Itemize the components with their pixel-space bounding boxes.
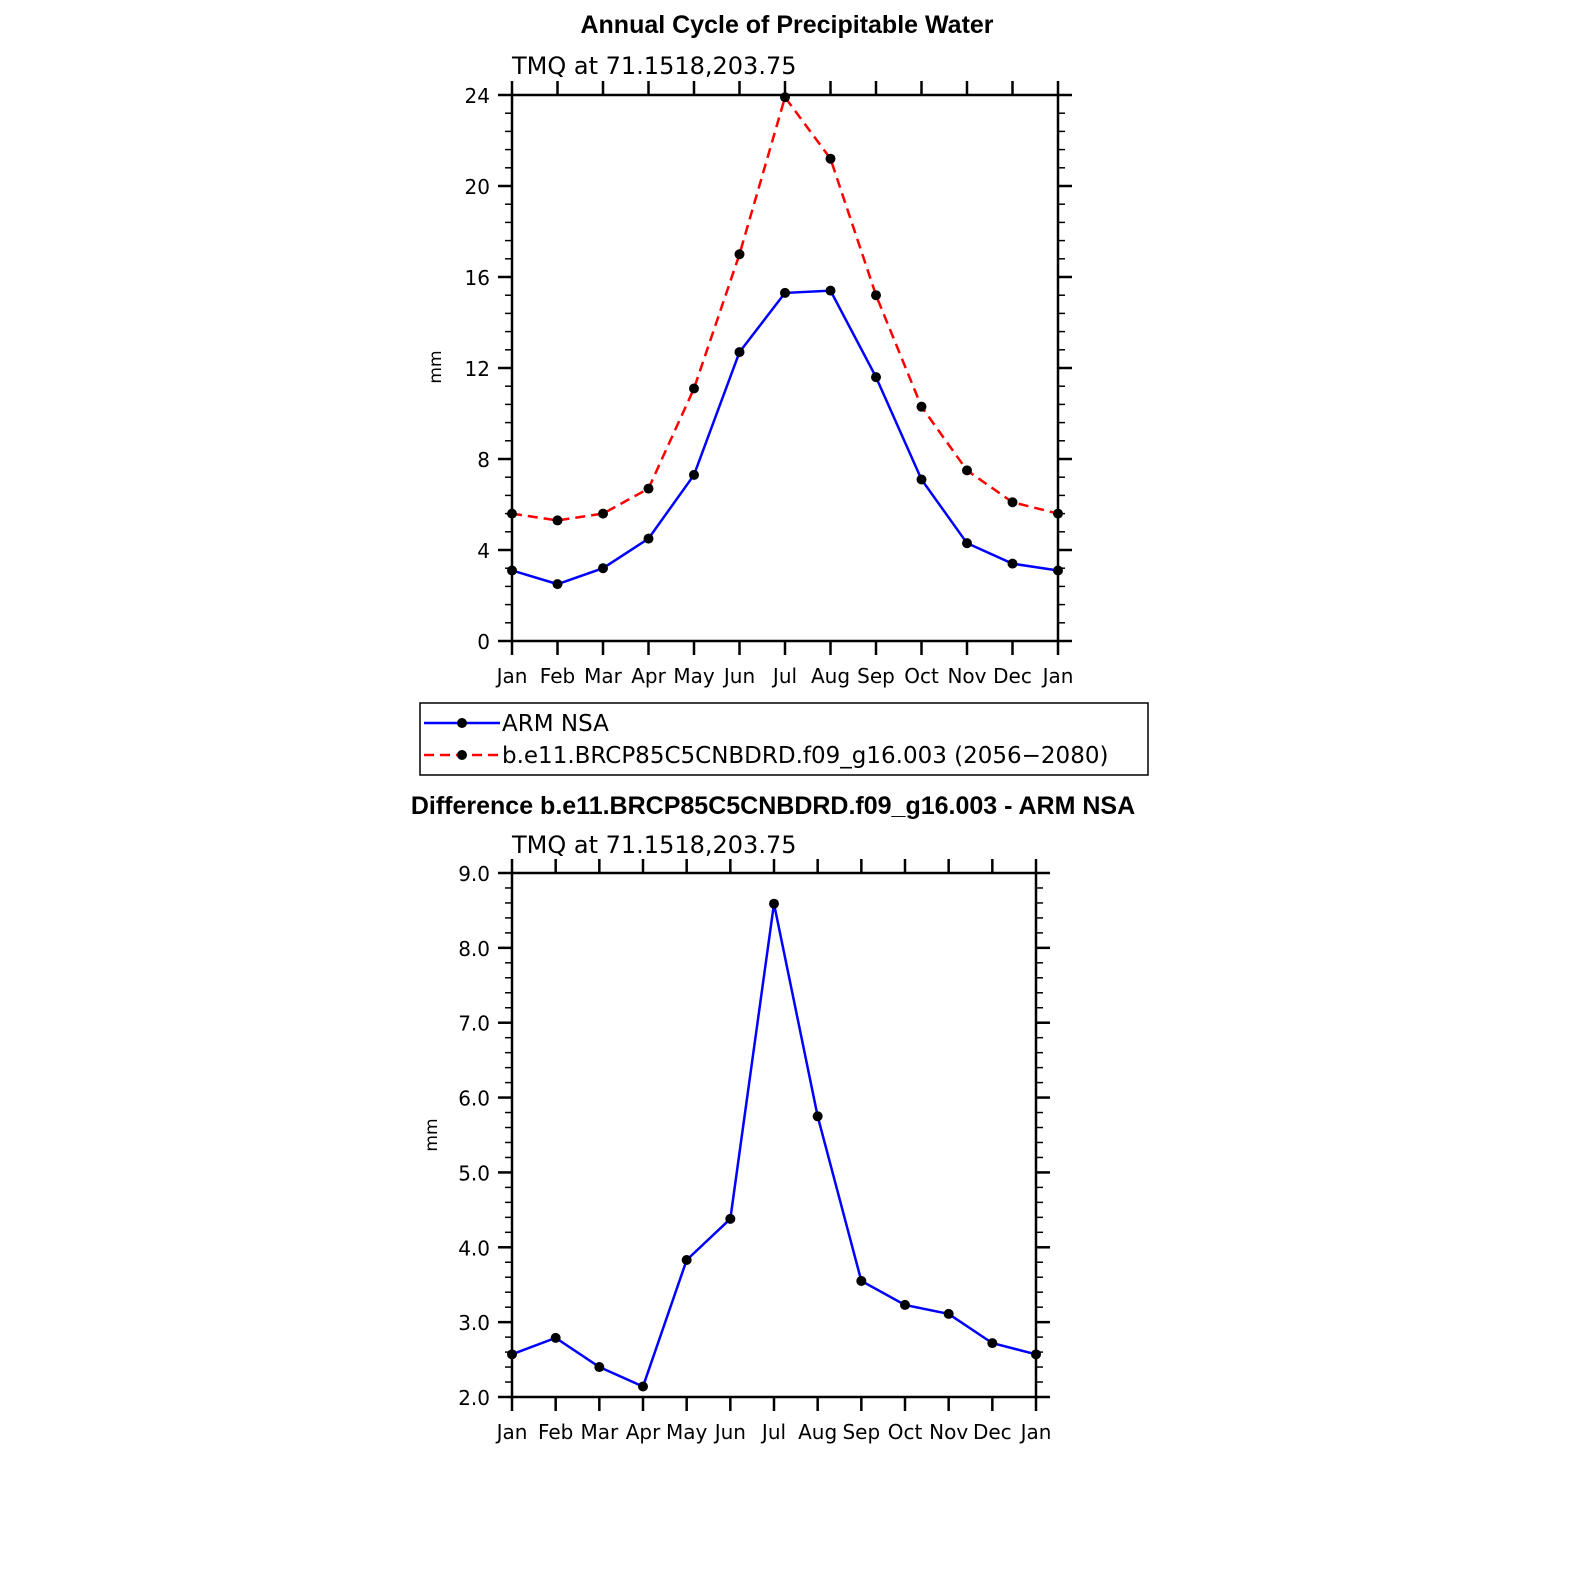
chart1-series-point-0 xyxy=(552,579,563,590)
chart1-title: Annual Cycle of Precipitable Water xyxy=(580,11,993,39)
chart1-ytick-label: 16 xyxy=(465,266,490,290)
chart1-series-point-1 xyxy=(643,483,654,494)
chart1-series-point-0 xyxy=(643,533,654,544)
chart2-series-point-0 xyxy=(900,1299,910,1310)
chart2-ytick-label: 2.0 xyxy=(458,1386,490,1410)
chart1-xtick-label: Feb xyxy=(540,664,575,688)
annual-cycle-chart: Annual Cycle of Precipitable Water TMQ a… xyxy=(426,11,1073,688)
chart2-title: Difference b.e11.BRCP85C5CNBDRD.f09_g16.… xyxy=(411,792,1135,820)
chart2-series-point-0 xyxy=(725,1213,736,1224)
chart2-xtick-label: Dec xyxy=(973,1420,1012,1444)
difference-chart: Difference b.e11.BRCP85C5CNBDRD.f09_g16.… xyxy=(411,792,1135,1444)
legend-marker-arm-nsa xyxy=(457,718,467,728)
chart2-series-point-0 xyxy=(594,1362,605,1373)
chart2-series-point-0 xyxy=(943,1308,954,1319)
chart1-ylabel: mm xyxy=(426,350,446,383)
chart1-series-point-0 xyxy=(780,287,790,298)
chart1-series-point-1 xyxy=(1007,497,1018,508)
chart1-xtick-label: Oct xyxy=(904,664,939,688)
chart1-xtick-label: May xyxy=(673,664,715,688)
chart2-xtick-label: Oct xyxy=(888,1420,923,1444)
chart1-series-point-0 xyxy=(916,474,927,485)
chart2-xtick-label: May xyxy=(666,1420,708,1444)
chart1-ytick-label: 12 xyxy=(465,357,490,381)
chart1-ytick-label: 4 xyxy=(477,539,490,563)
chart2-ytick-label: 9.0 xyxy=(458,862,490,886)
chart2-series-point-0 xyxy=(856,1275,867,1286)
chart2-series-point-0 xyxy=(550,1332,561,1343)
chart2-xtick-label: Sep xyxy=(842,1420,880,1444)
legend: ARM NSA b.e11.BRCP85C5CNBDRD.f09_g16.003… xyxy=(419,702,1149,776)
chart1-series-point-0 xyxy=(734,347,745,358)
chart2-series-point-0 xyxy=(1031,1349,1041,1360)
chart2-ytick-label: 7.0 xyxy=(458,1012,490,1036)
chart1-xtick-label: Jan xyxy=(495,664,528,688)
chart1-plot-frame xyxy=(510,93,1060,643)
chart1-series-point-1 xyxy=(916,401,927,412)
chart2-series-point-0 xyxy=(987,1338,998,1349)
chart1-series-point-0 xyxy=(689,469,699,480)
chart1-series-point-1 xyxy=(507,508,517,519)
chart2-series-point-0 xyxy=(769,898,779,909)
chart2-xtick-label: Mar xyxy=(580,1420,619,1444)
chart1-xtick-label: Sep xyxy=(857,664,895,688)
chart2-series-point-0 xyxy=(812,1111,823,1122)
chart2-ylabel: mm xyxy=(422,1118,442,1151)
chart2-xtick-label: Jan xyxy=(495,1420,528,1444)
chart1-xtick-label: Nov xyxy=(947,664,986,688)
chart1-series-point-1 xyxy=(871,290,881,301)
chart1-xtick-label: Mar xyxy=(584,664,623,688)
chart1-xtick-label: Aug xyxy=(811,664,850,688)
chart2-ytick-label: 5.0 xyxy=(458,1161,490,1185)
chart1-series-point-1 xyxy=(962,465,972,476)
chart1-series-point-0 xyxy=(507,565,517,576)
chart1-series-point-0 xyxy=(1053,565,1063,576)
chart1-xtick-label: Apr xyxy=(631,664,666,688)
chart1-series-point-1 xyxy=(825,153,836,164)
chart1-ytick-label: 0 xyxy=(477,630,490,654)
legend-label-arm-nsa: ARM NSA xyxy=(502,711,609,737)
chart1-series-point-0 xyxy=(962,538,972,549)
chart1-series-line-1 xyxy=(511,94,1059,522)
chart1-subtitle: TMQ at 71.1518,203.75 xyxy=(511,52,796,80)
chart2-xtick-label: Apr xyxy=(626,1420,661,1444)
chart1-xtick-label: Dec xyxy=(993,664,1032,688)
legend-marker-model xyxy=(457,750,467,760)
legend-box xyxy=(419,702,1149,776)
chart2-xtick-label: Jun xyxy=(713,1420,746,1444)
chart1-series-point-0 xyxy=(871,372,881,383)
chart2-subtitle: TMQ at 71.1518,203.75 xyxy=(511,831,796,859)
chart1-xtick-label: Jul xyxy=(771,664,797,688)
chart2-ytick-label: 8.0 xyxy=(458,937,490,961)
chart2-ytick-label: 6.0 xyxy=(458,1087,490,1111)
chart2-xtick-label: Jan xyxy=(1019,1420,1052,1444)
chart2-xtick-label: Feb xyxy=(538,1420,573,1444)
chart1-series-point-1 xyxy=(1053,508,1063,519)
chart2-series-point-0 xyxy=(638,1381,648,1392)
chart1-series-point-0 xyxy=(598,563,608,574)
chart1-xtick-label: Jun xyxy=(722,664,755,688)
chart1-xtick-label: Jan xyxy=(1041,664,1074,688)
chart1-series-line-0 xyxy=(511,289,1059,586)
chart2-xtick-label: Aug xyxy=(798,1420,837,1444)
chart1-ytick-label: 24 xyxy=(465,84,490,108)
legend-label-model: b.e11.BRCP85C5CNBDRD.f09_g16.003 (2056−2… xyxy=(502,743,1108,769)
chart1-series-point-0 xyxy=(825,285,836,296)
chart2-xtick-label: Jul xyxy=(760,1420,786,1444)
chart1-series-point-1 xyxy=(689,383,699,394)
chart1-ytick-label: 8 xyxy=(477,448,490,472)
chart2-series-point-0 xyxy=(681,1255,692,1266)
chart1-series-point-0 xyxy=(1007,558,1018,569)
chart2-series-line-0 xyxy=(511,903,1037,1389)
chart1-ytick-label: 20 xyxy=(465,175,490,199)
chart1-series-point-1 xyxy=(734,249,745,260)
chart1-series-point-1 xyxy=(780,92,790,103)
chart1-series-point-1 xyxy=(552,515,563,526)
chart2-ytick-label: 3.0 xyxy=(458,1311,490,1335)
chart2-ytick-label: 4.0 xyxy=(458,1236,490,1260)
chart1-series-point-1 xyxy=(598,508,608,519)
chart2-xtick-label: Nov xyxy=(929,1420,968,1444)
chart2-series-point-0 xyxy=(507,1349,517,1360)
